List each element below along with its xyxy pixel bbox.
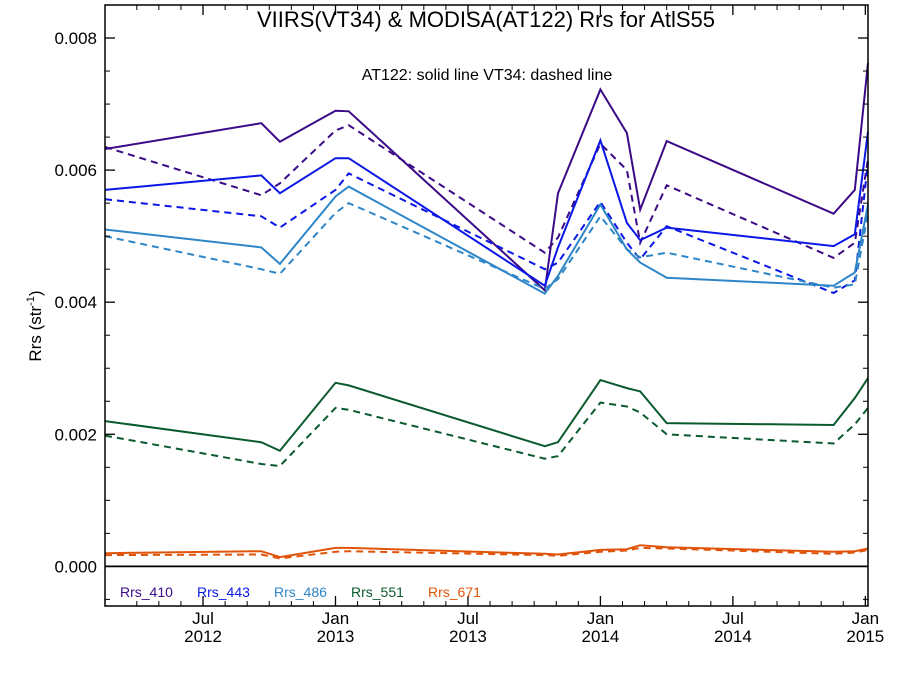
x-tick-label-month: Jan	[852, 609, 879, 628]
series-line-rrs-410-at122	[104, 62, 869, 293]
x-tick-label-month: Jan	[322, 609, 349, 628]
axes: 0.0000.0020.0040.0060.008Jul2012Jan2013J…	[54, 4, 884, 646]
y-axis-label-main: Rrs (str	[26, 306, 45, 362]
legend-entry-rrs-671: Rrs_671	[428, 584, 481, 600]
series-line-rrs-671-vt34	[104, 546, 869, 560]
series-line-rrs-551-vt34	[104, 401, 869, 468]
chart-annotation: AT122: solid line VT34: dashed line	[362, 67, 613, 84]
y-tick-label: 0.004	[54, 293, 97, 312]
series-line-rrs-671-at122	[104, 544, 869, 559]
y-tick-label: 0.002	[54, 425, 97, 444]
legend-entry-rrs-410: Rrs_410	[120, 584, 173, 600]
y-axis-label-superscript: -1	[25, 296, 37, 306]
y-tick-label: 0.006	[54, 161, 97, 180]
y-tick-label: 0.000	[54, 557, 97, 576]
plot-lines	[104, 62, 869, 560]
legend-entry-rrs-486: Rrs_486	[274, 584, 327, 600]
x-tick-label-year: 2012	[184, 627, 222, 646]
x-tick-label-year: 2014	[582, 627, 620, 646]
series-line-rrs-443-at122	[104, 131, 869, 288]
y-tick-label: 0.008	[54, 29, 97, 48]
x-tick-label-month: Jan	[587, 609, 614, 628]
legend: Rrs_410 Rrs_443 Rrs_486 Rrs_551 Rrs_671	[120, 584, 481, 600]
x-tick-label-year: 2015	[846, 627, 884, 646]
x-tick-label-month: Jul	[457, 609, 479, 628]
series-line-rrs-551-at122	[104, 377, 869, 453]
series-line-rrs-410-vt34	[104, 124, 869, 260]
plot-frame	[104, 4, 869, 607]
series-line-rrs-443-vt34	[104, 162, 869, 295]
y-axis-label: Rrs (str-1)	[25, 290, 45, 361]
x-tick-label-month: Jul	[192, 609, 214, 628]
x-tick-label-year: 2013	[317, 627, 355, 646]
chart-title: VIIRS(VT34) & MODISA(AT122) Rrs for AtlS…	[257, 7, 715, 32]
y-axis-label-close: )	[26, 290, 45, 296]
series-line-rrs-486-at122	[104, 185, 869, 295]
x-tick-label-year: 2014	[714, 627, 752, 646]
x-tick-label-month: Jul	[722, 609, 744, 628]
x-tick-label-year: 2013	[449, 627, 487, 646]
legend-entry-rrs-551: Rrs_551	[351, 584, 404, 600]
series-line-rrs-486-vt34	[104, 201, 869, 291]
legend-entry-rrs-443: Rrs_443	[197, 584, 250, 600]
